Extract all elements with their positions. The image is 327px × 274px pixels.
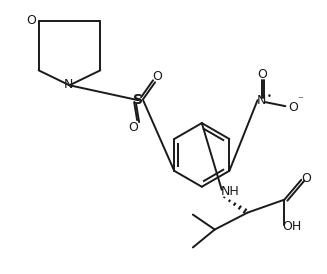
Text: OH: OH xyxy=(283,220,302,233)
Text: •: • xyxy=(267,92,272,101)
Text: S: S xyxy=(133,93,143,107)
Text: NH: NH xyxy=(220,185,239,198)
Text: O: O xyxy=(258,68,267,81)
Text: O: O xyxy=(301,172,311,185)
Text: ⁻: ⁻ xyxy=(297,95,303,105)
Text: N: N xyxy=(64,78,73,91)
Text: O: O xyxy=(288,101,298,114)
Text: O: O xyxy=(27,14,37,27)
Text: O: O xyxy=(128,121,138,133)
Text: N: N xyxy=(257,94,266,107)
Text: O: O xyxy=(152,70,162,83)
